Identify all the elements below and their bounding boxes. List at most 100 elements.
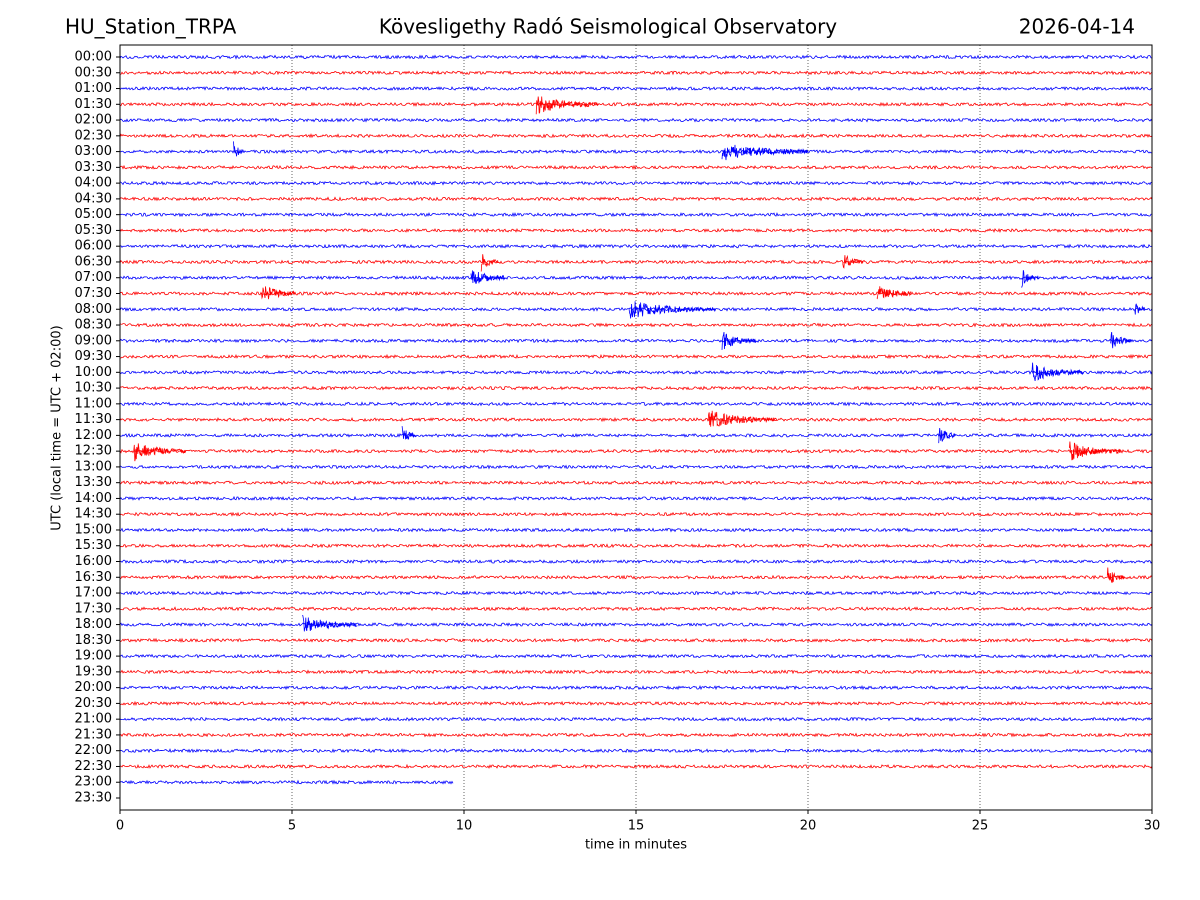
trace: [119, 148, 1153, 155]
y-tick-label: 09:30: [75, 349, 112, 364]
y-tick-label: 17:30: [75, 601, 112, 616]
y-tick-label: 16:00: [75, 554, 112, 569]
event: [628, 301, 716, 319]
x-tick-label: 15: [628, 819, 645, 834]
date: 2026-04-14: [1019, 15, 1135, 39]
x-axis-label: time in minutes: [585, 838, 687, 853]
event: [302, 614, 358, 632]
y-tick-label: 03:00: [75, 144, 112, 159]
trace: [119, 669, 1153, 675]
y-tick-label: 13:30: [75, 475, 112, 490]
event: [470, 270, 506, 285]
trace: [119, 464, 1153, 470]
plot-frame: [119, 44, 1153, 811]
y-tick-label: 02:30: [75, 128, 112, 143]
trace: [119, 732, 1153, 738]
y-tick-label: 18:00: [75, 617, 112, 632]
trace: [119, 180, 1153, 186]
trace: [119, 637, 1153, 643]
trace: [119, 227, 1153, 234]
trace: [119, 590, 1153, 596]
y-tick-label: 22:00: [75, 743, 112, 758]
event: [1110, 331, 1132, 349]
trace: [119, 385, 1153, 391]
y-tick-label: 23:30: [75, 791, 112, 806]
y-tick-label: 03:30: [75, 160, 112, 175]
y-tick-label: 20:30: [75, 696, 112, 711]
trace: [119, 417, 1153, 423]
trace: [119, 164, 1153, 171]
y-tick-label: 12:00: [75, 428, 112, 443]
x-tick-label: 0: [116, 819, 124, 834]
y-tick-label: 04:30: [75, 191, 112, 206]
event: [480, 254, 499, 272]
trace: [119, 511, 1153, 517]
x-tick-label: 25: [972, 819, 989, 834]
y-tick-label: 06:00: [75, 239, 112, 254]
y-tick-label: 14:30: [75, 507, 112, 522]
y-tick-label: 21:30: [75, 727, 112, 742]
event: [133, 443, 186, 462]
trace: [119, 196, 1153, 202]
x-tick-label: 30: [1144, 819, 1161, 834]
y-tick-label: 00:00: [75, 50, 112, 65]
y-tick-label: 12:30: [75, 444, 112, 459]
y-tick-label: 19:00: [75, 649, 112, 664]
x-tick-label: 20: [800, 819, 817, 834]
event: [721, 331, 757, 350]
event: [721, 144, 809, 161]
y-tick-label: 23:00: [75, 775, 112, 790]
x-tick-label: 5: [288, 819, 296, 834]
event: [938, 428, 957, 444]
y-tick-label: 21:00: [75, 712, 112, 727]
event: [233, 141, 244, 157]
event: [1031, 362, 1084, 382]
trace: [119, 527, 1153, 533]
y-tick-label: 06:30: [75, 254, 112, 269]
y-tick-label: 14:00: [75, 491, 112, 506]
trace: [119, 212, 1153, 218]
trace: [119, 700, 1153, 706]
y-tick-label: 02:00: [75, 113, 112, 128]
trace: [119, 275, 1153, 281]
x-tick-label: 10: [456, 819, 473, 834]
trace: [119, 432, 1153, 438]
y-tick-label: 15:00: [75, 522, 112, 537]
y-tick-label: 15:30: [75, 538, 112, 553]
event: [535, 96, 599, 115]
event: [1106, 567, 1125, 583]
y-tick-label: 13:00: [75, 459, 112, 474]
y-axis-label: UTC (local time = UTC + 02:00): [50, 325, 65, 530]
trace: [119, 543, 1153, 549]
y-tick-label: 05:30: [75, 223, 112, 238]
event: [842, 254, 864, 269]
trace: [119, 480, 1153, 486]
trace: [119, 369, 1153, 375]
trace: [120, 70, 1153, 76]
trace: [119, 606, 1153, 612]
trace: [119, 117, 1153, 123]
trace: [119, 259, 1153, 265]
y-tick-label: 09:00: [75, 333, 112, 348]
trace: [119, 748, 1153, 754]
y-tick-label: 08:00: [75, 302, 112, 317]
event: [707, 410, 778, 427]
y-tick-label: 07:30: [75, 286, 112, 301]
trace: [119, 495, 1153, 502]
trace: [119, 763, 1153, 770]
event: [1021, 270, 1039, 288]
trace: [119, 622, 1153, 628]
trace: [119, 653, 1153, 659]
y-tick-label: 17:00: [75, 586, 112, 601]
y-tick-label: 10:30: [75, 381, 112, 396]
y-tick-label: 07:00: [75, 270, 112, 285]
event: [1134, 303, 1146, 315]
y-tick-label: 05:00: [75, 207, 112, 222]
trace: [119, 101, 1153, 107]
y-tick-label: 11:30: [75, 412, 112, 427]
trace: [119, 243, 1153, 249]
chart-title: Kövesligethy Radó Seismological Observat…: [379, 15, 837, 39]
y-tick-label: 01:00: [75, 81, 112, 96]
event: [876, 286, 912, 300]
